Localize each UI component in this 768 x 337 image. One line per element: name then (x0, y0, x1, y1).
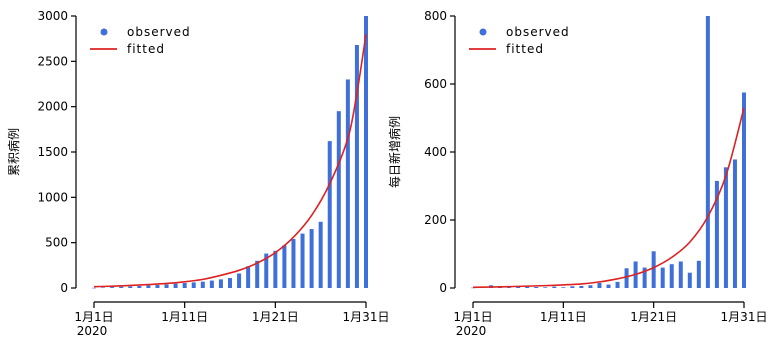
bar (742, 92, 746, 288)
bar (164, 284, 169, 288)
bar (723, 167, 728, 288)
x-tick-sublabel: 2020 (77, 324, 108, 337)
bar (714, 180, 719, 288)
bar (624, 268, 629, 288)
legend-marker-observed (100, 28, 108, 36)
y-tick-label: 0 (60, 281, 68, 295)
bar (588, 285, 593, 288)
bar (200, 281, 205, 288)
bar (92, 287, 96, 289)
bar (354, 45, 359, 288)
bar (228, 278, 232, 288)
y-tick-label: 1500 (37, 145, 68, 159)
legend-marker-observed (479, 28, 487, 36)
x-tick-label: 1月31日 (343, 310, 390, 324)
bar (579, 285, 584, 288)
y-tick-label: 0 (439, 281, 447, 295)
fitted-line (93, 34, 367, 288)
legend-label-observed: observed (506, 25, 570, 39)
x-tick-label: 1月21日 (252, 310, 299, 324)
bar (732, 159, 737, 288)
bar (146, 285, 151, 288)
y-tick-label: 600 (424, 77, 447, 91)
bar (291, 239, 296, 288)
bar (669, 264, 674, 288)
fitted-line (472, 107, 745, 289)
bar (218, 279, 223, 288)
bar (606, 284, 611, 288)
bar (264, 253, 269, 288)
bar (345, 79, 350, 288)
y-axis-title: 每日新增病例 (387, 116, 402, 188)
y-tick-label: 3000 (37, 9, 68, 23)
bar (471, 287, 475, 289)
legend: observed fitted (90, 25, 191, 56)
bar (237, 273, 242, 288)
bar (687, 272, 692, 288)
bar (246, 266, 251, 288)
x-tick-label: 1月11日 (161, 310, 208, 324)
bar (191, 282, 196, 288)
bar (327, 141, 332, 288)
x-tick-label: 1月31日 (721, 310, 768, 324)
y-axis-title: 累积病例 (6, 128, 21, 176)
bar (642, 267, 647, 288)
bar (552, 286, 557, 288)
bar (696, 260, 701, 288)
bar (110, 287, 115, 288)
bar (182, 283, 187, 288)
bar (615, 281, 620, 288)
bar (336, 111, 341, 288)
y-tick-label: 400 (424, 145, 447, 159)
bar (282, 245, 287, 288)
y-tick-label: 500 (45, 236, 68, 250)
bar (534, 286, 539, 288)
bar (678, 261, 683, 288)
bar (173, 283, 178, 288)
bar (561, 287, 566, 288)
bar (507, 287, 512, 288)
bar (660, 267, 665, 288)
bar (651, 251, 656, 288)
bar (309, 229, 314, 288)
bar (543, 287, 548, 288)
y-tick-label: 2500 (37, 54, 68, 68)
x-tick-label: 1月1日 (74, 310, 113, 324)
y-tick-label: 1000 (37, 190, 68, 204)
y-tick-label: 2000 (37, 100, 68, 114)
bar (705, 16, 710, 288)
x-tick-sublabel: 2020 (456, 324, 487, 337)
y-tick-label: 800 (424, 9, 447, 23)
x-tick-label: 1月1日 (453, 310, 492, 324)
bar (119, 286, 124, 288)
bar (128, 286, 133, 288)
bar (101, 287, 106, 289)
legend: observed fitted (469, 25, 570, 56)
bar (364, 16, 368, 288)
legend-label-observed: observed (127, 25, 191, 39)
legend-label-fitted: fitted (506, 42, 544, 56)
x-tick-label: 1月11日 (540, 310, 587, 324)
bar (137, 286, 142, 288)
bar (597, 282, 602, 288)
bar (570, 286, 575, 288)
legend-label-fitted: fitted (127, 42, 165, 56)
bar (209, 280, 214, 288)
bar (155, 284, 160, 288)
bar (300, 233, 305, 288)
bar (255, 260, 260, 288)
bar (525, 286, 530, 288)
x-tick-label: 1月21日 (630, 310, 677, 324)
bar (318, 221, 323, 288)
y-tick-label: 200 (424, 213, 447, 227)
bar (273, 250, 278, 288)
